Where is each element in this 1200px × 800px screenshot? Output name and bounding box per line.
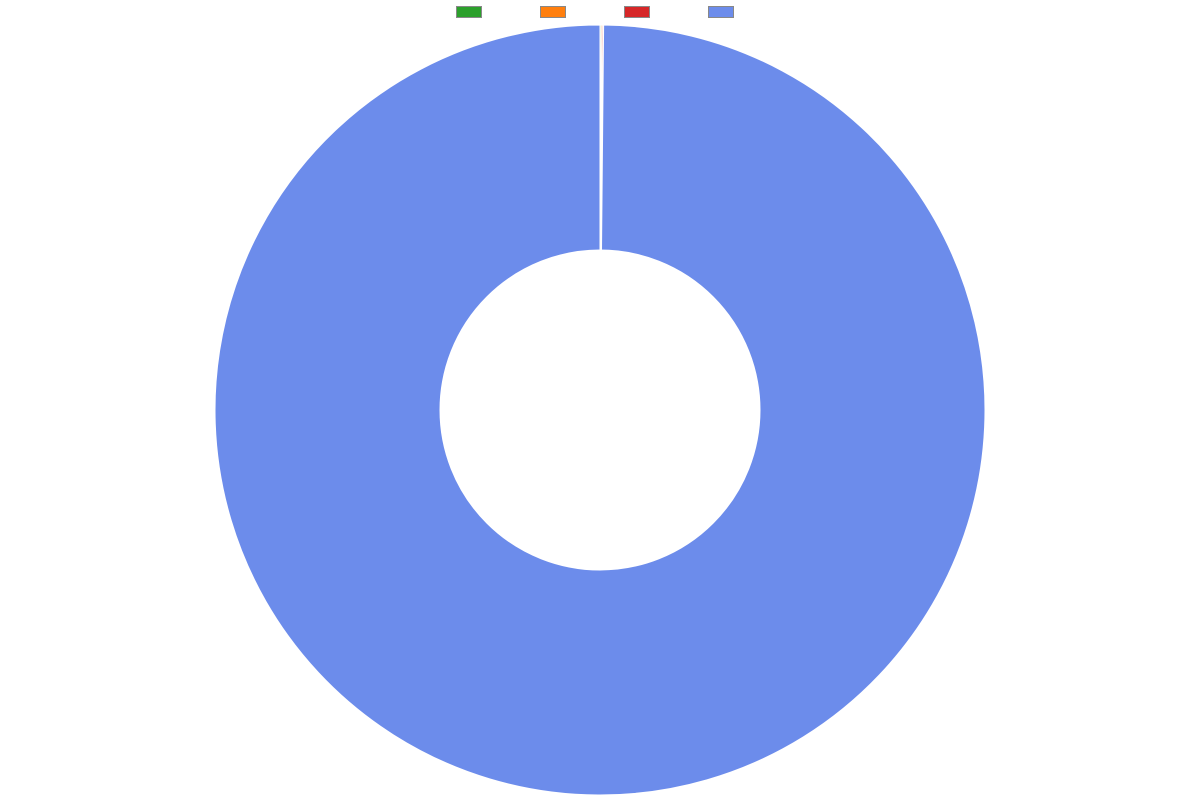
donut-svg: [213, 23, 987, 797]
donut-hole: [440, 250, 760, 570]
legend-swatch-0: [456, 6, 482, 18]
chart-canvas: [0, 0, 1200, 800]
legend-label-3: [740, 6, 744, 18]
legend-item-1: [540, 6, 576, 18]
legend-item-2: [624, 6, 660, 18]
donut-chart: [213, 23, 987, 797]
legend-item-3: [708, 6, 744, 18]
legend-swatch-1: [540, 6, 566, 18]
legend-label-0: [488, 6, 492, 18]
legend-label-1: [572, 6, 576, 18]
legend-swatch-3: [708, 6, 734, 18]
legend: [0, 6, 1200, 18]
legend-swatch-2: [624, 6, 650, 18]
legend-label-2: [656, 6, 660, 18]
legend-item-0: [456, 6, 492, 18]
